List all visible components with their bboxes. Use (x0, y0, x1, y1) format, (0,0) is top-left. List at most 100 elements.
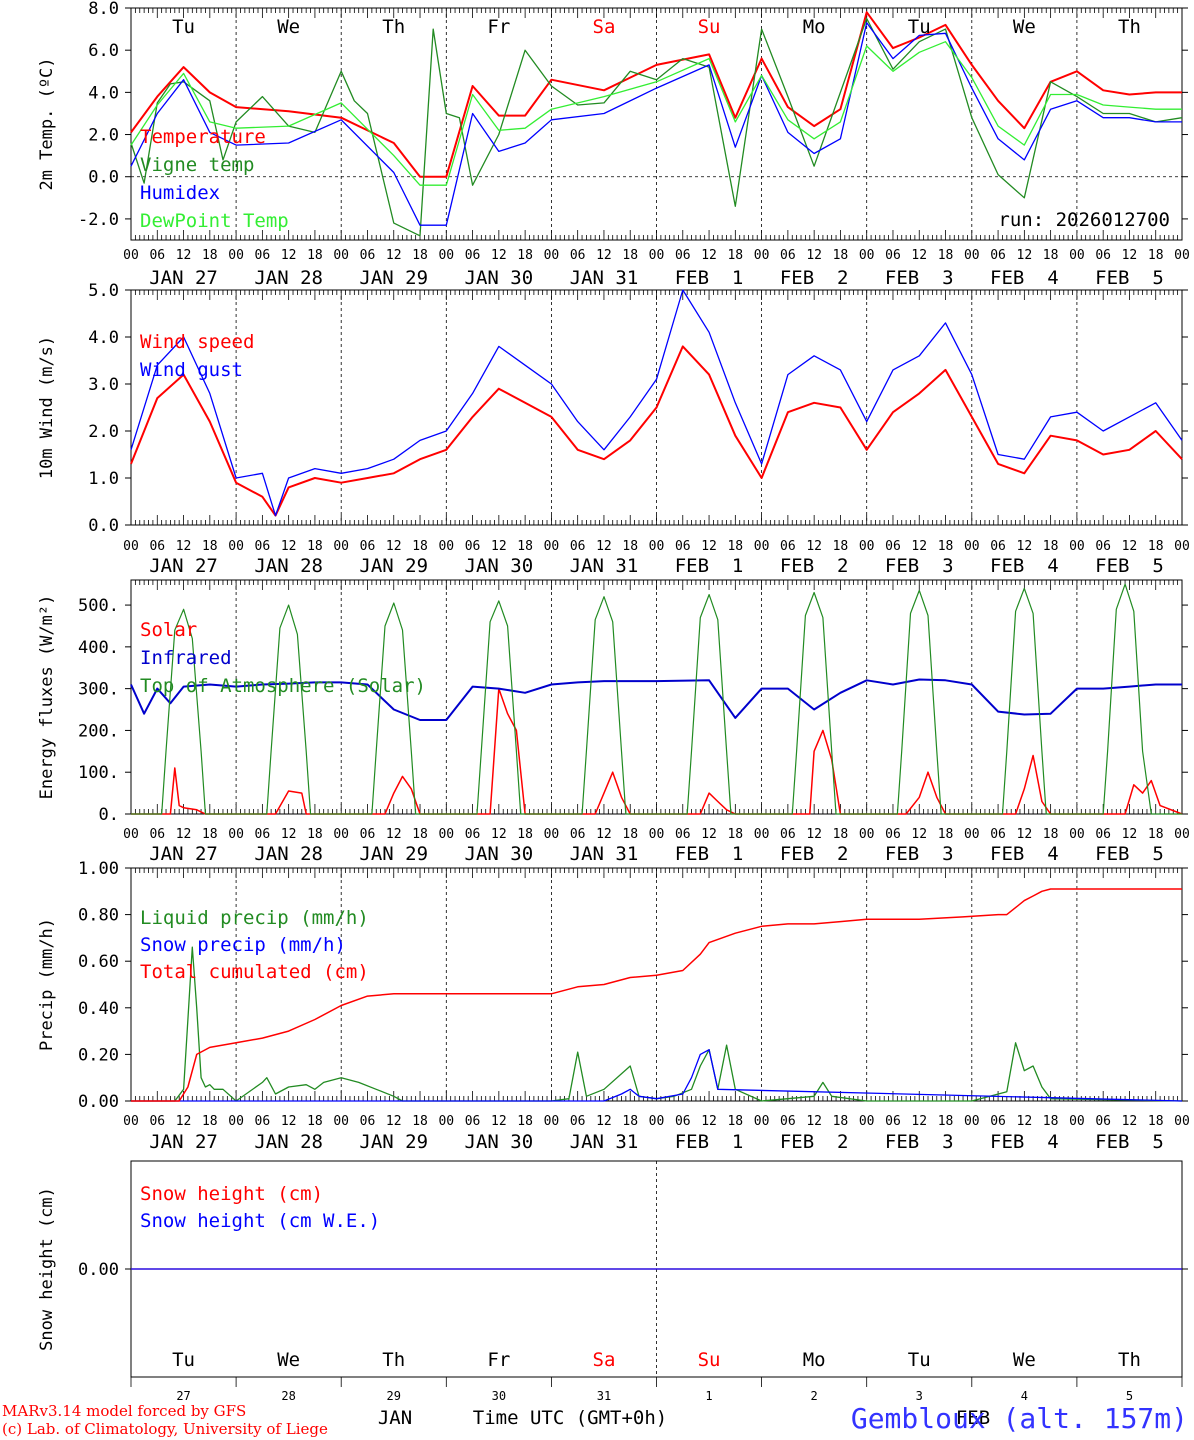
hour-tick-label: 12 (491, 1114, 507, 1129)
hour-tick-label: 00 (754, 539, 770, 554)
day-abbr-label: Su (698, 16, 721, 38)
day-number-label: 27 (176, 1389, 190, 1403)
date-label: FEB 5 (1095, 267, 1164, 289)
hour-tick-label: 00 (649, 1114, 665, 1129)
hour-tick-label: 06 (360, 827, 376, 842)
y-tick-label: 400. (78, 638, 119, 658)
hour-tick-label: 18 (833, 539, 849, 554)
hour-tick-label: 12 (281, 539, 297, 554)
hour-tick-label: 00 (333, 248, 349, 263)
hour-tick-label: 06 (885, 248, 901, 263)
hour-tick-label: 12 (491, 248, 507, 263)
date-label: FEB 3 (885, 843, 954, 865)
hour-tick-label: 12 (1122, 248, 1138, 263)
day-abbr-label: Mo (803, 16, 826, 38)
hour-tick-label: 00 (228, 539, 244, 554)
hour-tick-label: 18 (202, 248, 218, 263)
y-tick-label: 0.20 (78, 1045, 119, 1065)
legend-entry: Wind speed (140, 331, 254, 353)
hour-tick-label: 12 (806, 539, 822, 554)
hour-tick-label: 00 (438, 827, 454, 842)
hour-tick-label: 12 (596, 539, 612, 554)
date-label: JAN 28 (254, 843, 323, 865)
legend-entry: Humidex (140, 182, 220, 204)
legend-entry: Vigne temp (140, 154, 254, 176)
hour-tick-label: 00 (964, 827, 980, 842)
legend-entry: Total cumulated (cm) (140, 961, 369, 983)
y-tick-label: 0.60 (78, 952, 119, 972)
hour-tick-label: 12 (806, 248, 822, 263)
hour-tick-label: 12 (911, 248, 927, 263)
hour-tick-label: 00 (859, 827, 875, 842)
hour-tick-label: 00 (438, 1114, 454, 1129)
hour-tick-label: 06 (360, 248, 376, 263)
date-label: FEB 3 (885, 555, 954, 577)
hour-tick-label: 00 (438, 248, 454, 263)
hour-tick-label: 06 (885, 539, 901, 554)
legend-entry: Solar (140, 619, 197, 641)
series-line-total-cumulated-cm (131, 888, 1182, 1102)
hour-tick-label: 00 (1069, 539, 1085, 554)
hour-tick-label: 12 (1017, 827, 1033, 842)
series-line-vigne-temp (130, 17, 1183, 237)
hour-tick-label: 18 (622, 539, 638, 554)
series-line-wind-gust (130, 289, 1183, 517)
day-abbr-label: We (277, 1349, 300, 1371)
hour-tick-label: 18 (412, 827, 428, 842)
hour-tick-label: 00 (333, 539, 349, 554)
date-label: JAN 29 (359, 1131, 428, 1153)
hour-tick-label: 00 (123, 1114, 139, 1129)
hour-tick-label: 06 (465, 539, 481, 554)
hour-tick-label: 06 (780, 827, 796, 842)
y-tick-label: 0.00 (78, 1092, 119, 1112)
run-label: run: 2026012700 (998, 209, 1170, 231)
hour-tick-label: 06 (990, 1114, 1006, 1129)
date-label: JAN 30 (465, 843, 534, 865)
hour-tick-label: 18 (1043, 539, 1059, 554)
hour-tick-label: 06 (885, 827, 901, 842)
y-tick-label: 1.00 (78, 859, 119, 879)
hour-tick-label: 00 (859, 1114, 875, 1129)
date-label: FEB 1 (675, 555, 744, 577)
date-label: JAN 27 (149, 1131, 218, 1153)
hour-tick-label: 18 (727, 248, 743, 263)
hour-tick-label: 06 (465, 1114, 481, 1129)
date-label: FEB 3 (885, 267, 954, 289)
y-tick-label: 0.40 (78, 999, 119, 1019)
hour-tick-label: 00 (544, 827, 560, 842)
hour-tick-label: 06 (465, 827, 481, 842)
hour-tick-label: 12 (386, 1114, 402, 1129)
hour-tick-label: 18 (202, 539, 218, 554)
y-axis-label: 2m Temp. (ºC) (37, 57, 57, 190)
hour-tick-label: 06 (570, 1114, 586, 1129)
hour-tick-label: 00 (964, 1114, 980, 1129)
hour-tick-label: 18 (412, 248, 428, 263)
hour-tick-label: 06 (780, 1114, 796, 1129)
hour-tick-label: 06 (990, 539, 1006, 554)
day-abbr-label: Th (1118, 1349, 1141, 1371)
y-tick-label: 0. (99, 805, 119, 825)
hour-tick-label: 12 (176, 248, 192, 263)
legend-entry: Snow precip (mm/h) (140, 934, 346, 956)
hour-tick-label: 12 (176, 1114, 192, 1129)
hour-tick-label: 00 (859, 539, 875, 554)
legend-entry: Snow height (cm W.E.) (140, 1210, 380, 1232)
hour-tick-label: 18 (517, 248, 533, 263)
legend-entry: Infrared (140, 647, 232, 669)
hour-tick-label: 12 (176, 827, 192, 842)
hour-tick-label: 00 (544, 1114, 560, 1129)
hour-tick-label: 06 (1095, 1114, 1111, 1129)
hour-tick-label: 12 (596, 827, 612, 842)
series-line-top-of-atmosphere-solar (131, 583, 1182, 815)
y-axis-label: Snow height (cm) (37, 1187, 57, 1351)
hour-tick-label: 06 (149, 1114, 165, 1129)
hour-tick-label: 00 (1174, 1114, 1190, 1129)
day-abbr-label: Tu (172, 16, 195, 38)
hour-tick-label: 12 (281, 1114, 297, 1129)
date-label: JAN 28 (254, 267, 323, 289)
legend-entry: Wind gust (140, 359, 243, 381)
legend-entry: Top of Atmosphere (Solar) (140, 675, 426, 697)
hour-tick-label: 12 (176, 539, 192, 554)
hour-tick-label: 18 (622, 827, 638, 842)
legend-entry: Snow height (cm) (140, 1183, 323, 1205)
